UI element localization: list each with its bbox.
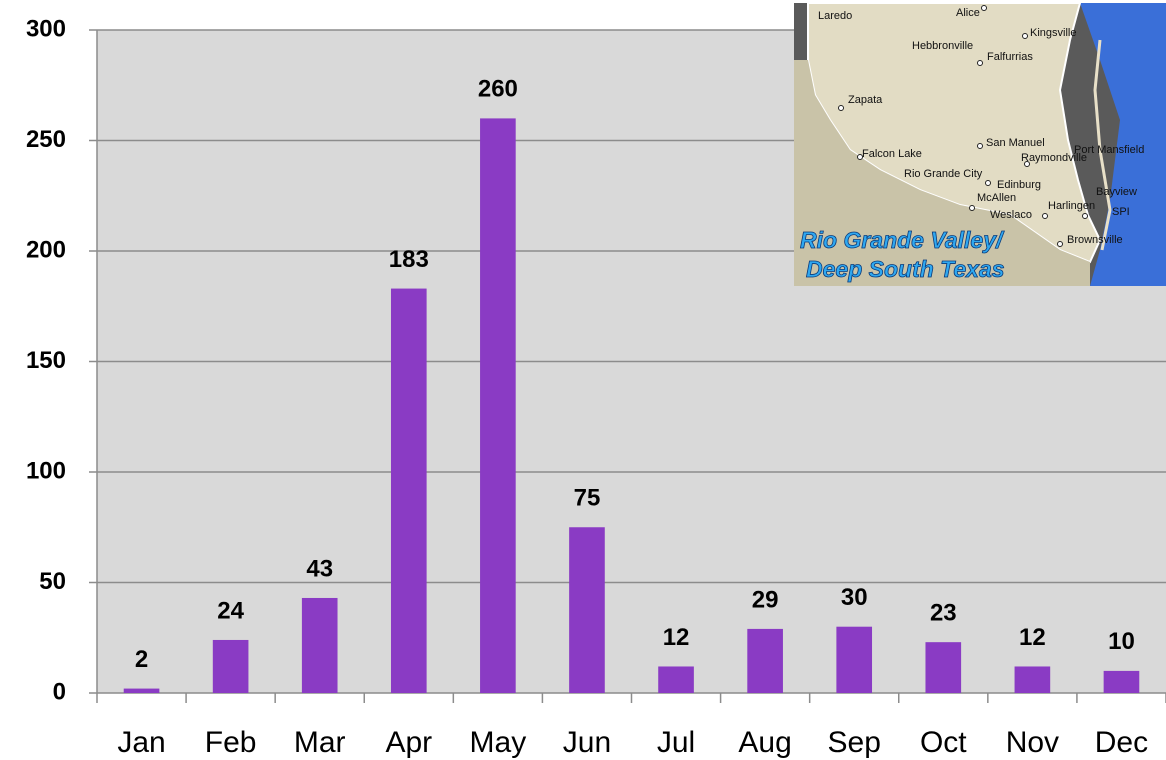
map-caption: Rio Grande Valley/ bbox=[800, 227, 1005, 253]
value-label: 10 bbox=[1108, 628, 1135, 655]
map-city-dot bbox=[1023, 34, 1028, 39]
value-label: 183 bbox=[389, 246, 429, 273]
map-city-dot bbox=[839, 106, 844, 111]
bar bbox=[1015, 666, 1051, 693]
map-city-dot bbox=[982, 6, 987, 11]
y-tick-label: 250 bbox=[26, 126, 66, 153]
map-label: Raymondville bbox=[1021, 152, 1087, 164]
value-label: 2 bbox=[135, 646, 148, 673]
map-label: Harlingen bbox=[1048, 200, 1095, 212]
bar bbox=[1104, 671, 1140, 693]
bar bbox=[925, 642, 961, 693]
map-city-dot bbox=[1058, 242, 1063, 247]
bar bbox=[124, 689, 160, 693]
map-label: Falfurrias bbox=[987, 51, 1033, 63]
x-tick-label: Jun bbox=[563, 726, 611, 759]
x-tick-label: Dec bbox=[1095, 726, 1148, 759]
value-label: 12 bbox=[663, 624, 690, 651]
y-tick-label: 100 bbox=[26, 457, 66, 484]
y-tick-label: 150 bbox=[26, 347, 66, 374]
map-city-dot bbox=[1043, 214, 1048, 219]
map-city-dot bbox=[978, 61, 983, 66]
map-label: Brownsville bbox=[1067, 234, 1123, 246]
x-tick-label: Aug bbox=[738, 726, 791, 759]
value-label: 24 bbox=[217, 597, 244, 624]
bar bbox=[213, 640, 249, 693]
value-label: 29 bbox=[752, 586, 779, 613]
x-tick-label: Jul bbox=[657, 726, 695, 759]
map-city-dot bbox=[978, 144, 983, 149]
y-tick-label: 50 bbox=[39, 568, 66, 595]
map-city-dot bbox=[1083, 214, 1088, 219]
map-label: San Manuel bbox=[986, 137, 1045, 149]
map-label: McAllen bbox=[977, 192, 1016, 204]
map-label: Alice bbox=[956, 7, 980, 19]
inset-map: Laredo Alice Kingsville Hebbronville Falfurr… bbox=[794, 3, 1166, 286]
x-tick-label: Feb bbox=[205, 726, 257, 759]
bar bbox=[302, 598, 338, 693]
x-tick-label: Mar bbox=[294, 726, 346, 759]
y-tick-label: 0 bbox=[53, 678, 66, 705]
map-label: Zapata bbox=[848, 94, 883, 106]
x-tick-label: Oct bbox=[920, 726, 967, 759]
x-tick-label: Nov bbox=[1006, 726, 1059, 759]
value-label: 23 bbox=[930, 600, 957, 627]
map-label: Weslaco bbox=[990, 209, 1032, 221]
bar bbox=[569, 527, 605, 693]
bar bbox=[658, 666, 694, 693]
map-city-dot bbox=[986, 181, 991, 186]
map-label: Rio Grande City bbox=[904, 168, 983, 180]
value-label: 75 bbox=[574, 485, 601, 512]
map-label: SPI bbox=[1112, 206, 1130, 218]
map-label: Laredo bbox=[818, 10, 852, 22]
bar bbox=[836, 627, 872, 693]
x-tick-label: Sep bbox=[828, 726, 881, 759]
map-label: Bayview bbox=[1096, 186, 1137, 198]
y-tick-label: 300 bbox=[26, 15, 66, 42]
x-tick-label: May bbox=[470, 726, 527, 759]
map-label: Edinburg bbox=[997, 179, 1041, 191]
x-tick-label: Apr bbox=[385, 726, 432, 759]
map-label: Kingsville bbox=[1030, 27, 1076, 39]
map-label: Hebbronville bbox=[912, 40, 973, 52]
map-city-dot bbox=[970, 206, 975, 211]
y-tick-label: 200 bbox=[26, 236, 66, 263]
value-label: 12 bbox=[1019, 624, 1046, 651]
x-tick-label: Jan bbox=[117, 726, 165, 759]
bar bbox=[747, 629, 783, 693]
bar bbox=[480, 118, 516, 693]
map-caption: Deep South Texas bbox=[806, 256, 1005, 282]
bar bbox=[391, 289, 427, 693]
map-label: Falcon Lake bbox=[862, 148, 922, 160]
value-label: 43 bbox=[306, 555, 333, 582]
value-label: 30 bbox=[841, 584, 868, 611]
chart: 0 50 100 150 200 250 300 Jan 2 Feb 24 Mar 43 Apr 183 Ma… bbox=[0, 0, 1166, 760]
value-label: 260 bbox=[478, 76, 518, 103]
